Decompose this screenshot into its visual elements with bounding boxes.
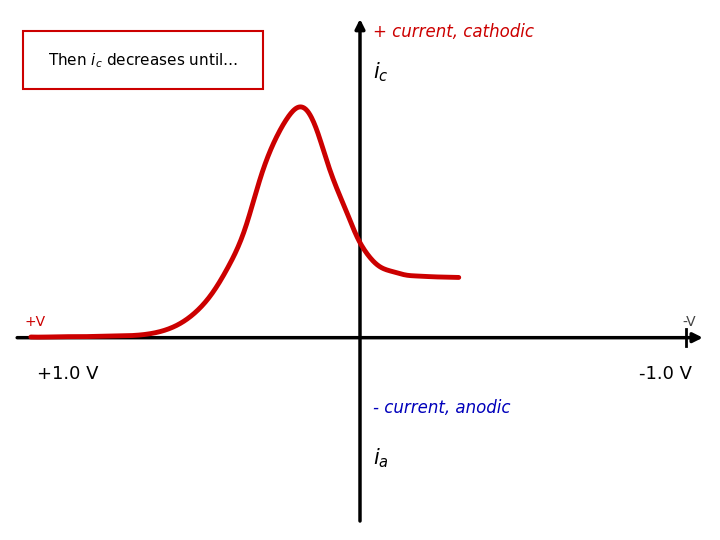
- Text: -1.0 V: -1.0 V: [639, 364, 693, 383]
- Text: $i_c$: $i_c$: [373, 60, 389, 84]
- Text: Then $i_c$ decreases until…: Then $i_c$ decreases until…: [48, 51, 238, 70]
- FancyBboxPatch shape: [22, 31, 263, 89]
- Text: -V: -V: [682, 315, 696, 329]
- Text: +1.0 V: +1.0 V: [37, 364, 99, 383]
- Text: +V: +V: [24, 315, 45, 329]
- Text: - current, anodic: - current, anodic: [373, 399, 510, 416]
- Text: $i_a$: $i_a$: [373, 446, 389, 470]
- Text: + current, cathodic: + current, cathodic: [373, 23, 534, 41]
